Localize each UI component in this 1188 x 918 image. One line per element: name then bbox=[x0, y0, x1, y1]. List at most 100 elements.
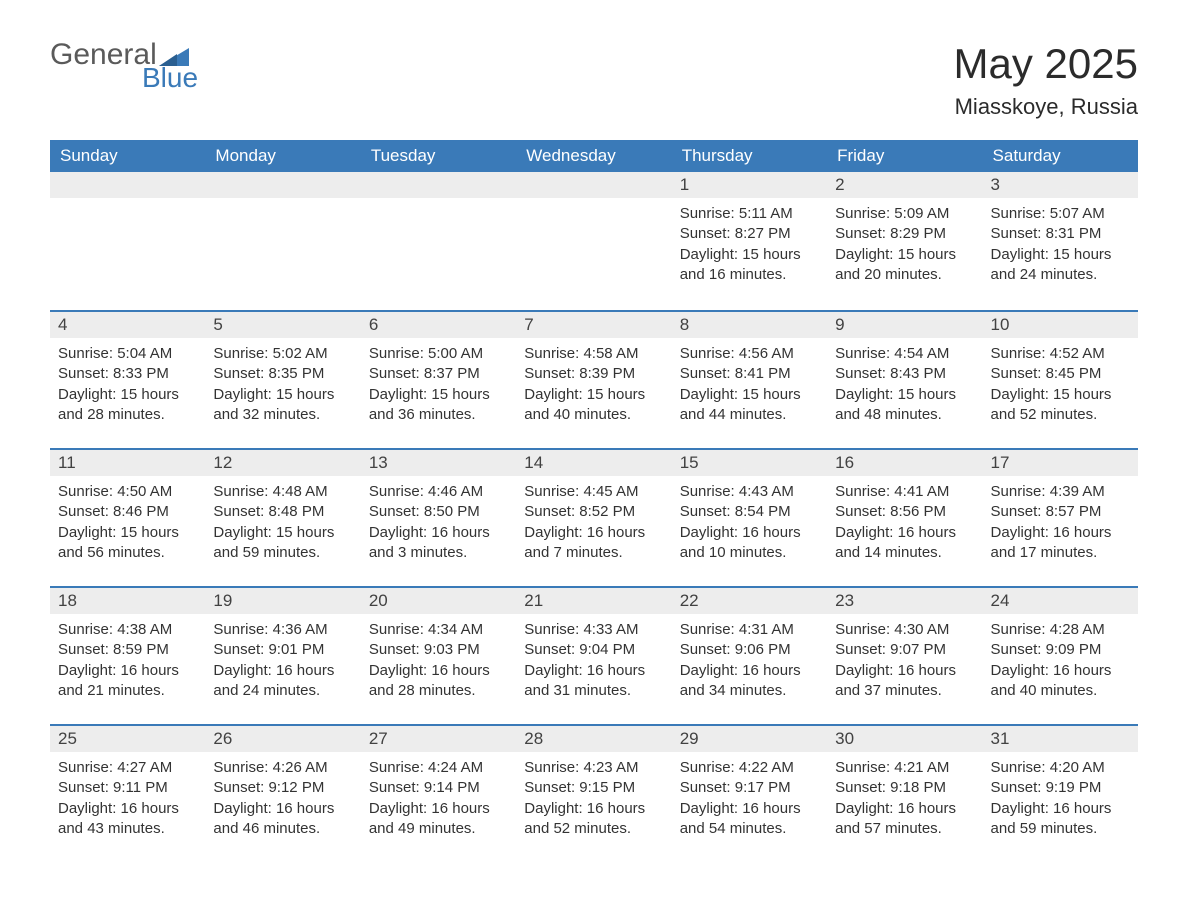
day-body: Sunrise: 5:04 AMSunset: 8:33 PMDaylight:… bbox=[50, 338, 205, 435]
calendar-day-cell: 31Sunrise: 4:20 AMSunset: 9:19 PMDayligh… bbox=[983, 724, 1138, 862]
daylight-text: Daylight: 15 hours and 16 minutes. bbox=[680, 245, 819, 286]
day-body: Sunrise: 5:11 AMSunset: 8:27 PMDaylight:… bbox=[672, 198, 827, 295]
day-body: Sunrise: 4:39 AMSunset: 8:57 PMDaylight:… bbox=[983, 476, 1138, 573]
daylight-text: Daylight: 16 hours and 34 minutes. bbox=[680, 661, 819, 702]
calendar-day-cell: 26Sunrise: 4:26 AMSunset: 9:12 PMDayligh… bbox=[205, 724, 360, 862]
day-header: Friday bbox=[827, 140, 982, 172]
location: Miasskoye, Russia bbox=[954, 94, 1138, 120]
calendar-day-cell: 10Sunrise: 4:52 AMSunset: 8:45 PMDayligh… bbox=[983, 310, 1138, 448]
sunrise-text: Sunrise: 5:11 AM bbox=[680, 204, 819, 224]
calendar-day-cell: 23Sunrise: 4:30 AMSunset: 9:07 PMDayligh… bbox=[827, 586, 982, 724]
day-number: 25 bbox=[50, 724, 205, 752]
day-body: Sunrise: 4:27 AMSunset: 9:11 PMDaylight:… bbox=[50, 752, 205, 849]
calendar-day-cell: 21Sunrise: 4:33 AMSunset: 9:04 PMDayligh… bbox=[516, 586, 671, 724]
day-header: Thursday bbox=[672, 140, 827, 172]
day-body: Sunrise: 4:58 AMSunset: 8:39 PMDaylight:… bbox=[516, 338, 671, 435]
sunrise-text: Sunrise: 4:26 AM bbox=[213, 758, 352, 778]
title-block: May 2025 Miasskoye, Russia bbox=[954, 40, 1138, 120]
day-body: Sunrise: 4:34 AMSunset: 9:03 PMDaylight:… bbox=[361, 614, 516, 711]
calendar-day-cell: 9Sunrise: 4:54 AMSunset: 8:43 PMDaylight… bbox=[827, 310, 982, 448]
daylight-text: Daylight: 16 hours and 52 minutes. bbox=[524, 799, 663, 840]
header: General Blue May 2025 Miasskoye, Russia bbox=[50, 40, 1138, 120]
calendar-day-cell: 8Sunrise: 4:56 AMSunset: 8:41 PMDaylight… bbox=[672, 310, 827, 448]
sunset-text: Sunset: 8:43 PM bbox=[835, 364, 974, 384]
sunrise-text: Sunrise: 5:07 AM bbox=[991, 204, 1130, 224]
calendar-day-cell: 13Sunrise: 4:46 AMSunset: 8:50 PMDayligh… bbox=[361, 448, 516, 586]
sunrise-text: Sunrise: 5:02 AM bbox=[213, 344, 352, 364]
day-body bbox=[205, 198, 360, 214]
sunset-text: Sunset: 8:48 PM bbox=[213, 502, 352, 522]
calendar-day-cell: 28Sunrise: 4:23 AMSunset: 9:15 PMDayligh… bbox=[516, 724, 671, 862]
day-number: 26 bbox=[205, 724, 360, 752]
day-header-row: Sunday Monday Tuesday Wednesday Thursday… bbox=[50, 140, 1138, 172]
sunset-text: Sunset: 8:59 PM bbox=[58, 640, 197, 660]
sunset-text: Sunset: 8:46 PM bbox=[58, 502, 197, 522]
sunrise-text: Sunrise: 4:46 AM bbox=[369, 482, 508, 502]
daylight-text: Daylight: 16 hours and 7 minutes. bbox=[524, 523, 663, 564]
sunset-text: Sunset: 9:04 PM bbox=[524, 640, 663, 660]
daylight-text: Daylight: 16 hours and 28 minutes. bbox=[369, 661, 508, 702]
calendar-day-cell: 27Sunrise: 4:24 AMSunset: 9:14 PMDayligh… bbox=[361, 724, 516, 862]
logo-text-blue: Blue bbox=[142, 64, 198, 92]
sunrise-text: Sunrise: 4:30 AM bbox=[835, 620, 974, 640]
sunrise-text: Sunrise: 4:39 AM bbox=[991, 482, 1130, 502]
daylight-text: Daylight: 15 hours and 28 minutes. bbox=[58, 385, 197, 426]
sunrise-text: Sunrise: 4:43 AM bbox=[680, 482, 819, 502]
sunset-text: Sunset: 9:07 PM bbox=[835, 640, 974, 660]
day-number: 8 bbox=[672, 310, 827, 338]
sunset-text: Sunset: 9:03 PM bbox=[369, 640, 508, 660]
day-body: Sunrise: 4:50 AMSunset: 8:46 PMDaylight:… bbox=[50, 476, 205, 573]
sunset-text: Sunset: 9:12 PM bbox=[213, 778, 352, 798]
daylight-text: Daylight: 15 hours and 48 minutes. bbox=[835, 385, 974, 426]
calendar-day-cell: 30Sunrise: 4:21 AMSunset: 9:18 PMDayligh… bbox=[827, 724, 982, 862]
day-number bbox=[516, 172, 671, 198]
day-number: 9 bbox=[827, 310, 982, 338]
sunset-text: Sunset: 9:17 PM bbox=[680, 778, 819, 798]
logo: General Blue bbox=[50, 40, 198, 92]
day-number: 21 bbox=[516, 586, 671, 614]
calendar-day-cell: 12Sunrise: 4:48 AMSunset: 8:48 PMDayligh… bbox=[205, 448, 360, 586]
sunset-text: Sunset: 8:31 PM bbox=[991, 224, 1130, 244]
calendar-day-cell: 14Sunrise: 4:45 AMSunset: 8:52 PMDayligh… bbox=[516, 448, 671, 586]
daylight-text: Daylight: 16 hours and 24 minutes. bbox=[213, 661, 352, 702]
day-body: Sunrise: 4:20 AMSunset: 9:19 PMDaylight:… bbox=[983, 752, 1138, 849]
sunrise-text: Sunrise: 4:50 AM bbox=[58, 482, 197, 502]
day-body: Sunrise: 4:23 AMSunset: 9:15 PMDaylight:… bbox=[516, 752, 671, 849]
day-number bbox=[50, 172, 205, 198]
day-body: Sunrise: 4:31 AMSunset: 9:06 PMDaylight:… bbox=[672, 614, 827, 711]
day-body: Sunrise: 4:36 AMSunset: 9:01 PMDaylight:… bbox=[205, 614, 360, 711]
calendar-day-cell: 15Sunrise: 4:43 AMSunset: 8:54 PMDayligh… bbox=[672, 448, 827, 586]
sunset-text: Sunset: 8:41 PM bbox=[680, 364, 819, 384]
calendar-day-cell: 20Sunrise: 4:34 AMSunset: 9:03 PMDayligh… bbox=[361, 586, 516, 724]
daylight-text: Daylight: 16 hours and 31 minutes. bbox=[524, 661, 663, 702]
day-body: Sunrise: 4:43 AMSunset: 8:54 PMDaylight:… bbox=[672, 476, 827, 573]
sunrise-text: Sunrise: 4:28 AM bbox=[991, 620, 1130, 640]
sunset-text: Sunset: 8:29 PM bbox=[835, 224, 974, 244]
daylight-text: Daylight: 16 hours and 54 minutes. bbox=[680, 799, 819, 840]
day-number: 6 bbox=[361, 310, 516, 338]
sunrise-text: Sunrise: 4:31 AM bbox=[680, 620, 819, 640]
calendar-day-cell: 4Sunrise: 5:04 AMSunset: 8:33 PMDaylight… bbox=[50, 310, 205, 448]
sunset-text: Sunset: 8:54 PM bbox=[680, 502, 819, 522]
calendar-day-cell: 1Sunrise: 5:11 AMSunset: 8:27 PMDaylight… bbox=[672, 172, 827, 310]
day-number: 18 bbox=[50, 586, 205, 614]
day-header: Saturday bbox=[983, 140, 1138, 172]
sunset-text: Sunset: 9:19 PM bbox=[991, 778, 1130, 798]
day-number: 7 bbox=[516, 310, 671, 338]
sunset-text: Sunset: 8:35 PM bbox=[213, 364, 352, 384]
calendar-day-cell: 16Sunrise: 4:41 AMSunset: 8:56 PMDayligh… bbox=[827, 448, 982, 586]
day-number bbox=[205, 172, 360, 198]
sunset-text: Sunset: 8:50 PM bbox=[369, 502, 508, 522]
day-number: 16 bbox=[827, 448, 982, 476]
sunrise-text: Sunrise: 4:56 AM bbox=[680, 344, 819, 364]
day-body: Sunrise: 4:33 AMSunset: 9:04 PMDaylight:… bbox=[516, 614, 671, 711]
sunset-text: Sunset: 9:15 PM bbox=[524, 778, 663, 798]
day-number: 4 bbox=[50, 310, 205, 338]
day-body: Sunrise: 4:26 AMSunset: 9:12 PMDaylight:… bbox=[205, 752, 360, 849]
sunset-text: Sunset: 8:37 PM bbox=[369, 364, 508, 384]
day-number: 30 bbox=[827, 724, 982, 752]
calendar-day-cell: 18Sunrise: 4:38 AMSunset: 8:59 PMDayligh… bbox=[50, 586, 205, 724]
calendar-day-cell: 22Sunrise: 4:31 AMSunset: 9:06 PMDayligh… bbox=[672, 586, 827, 724]
sunset-text: Sunset: 8:39 PM bbox=[524, 364, 663, 384]
sunrise-text: Sunrise: 4:34 AM bbox=[369, 620, 508, 640]
